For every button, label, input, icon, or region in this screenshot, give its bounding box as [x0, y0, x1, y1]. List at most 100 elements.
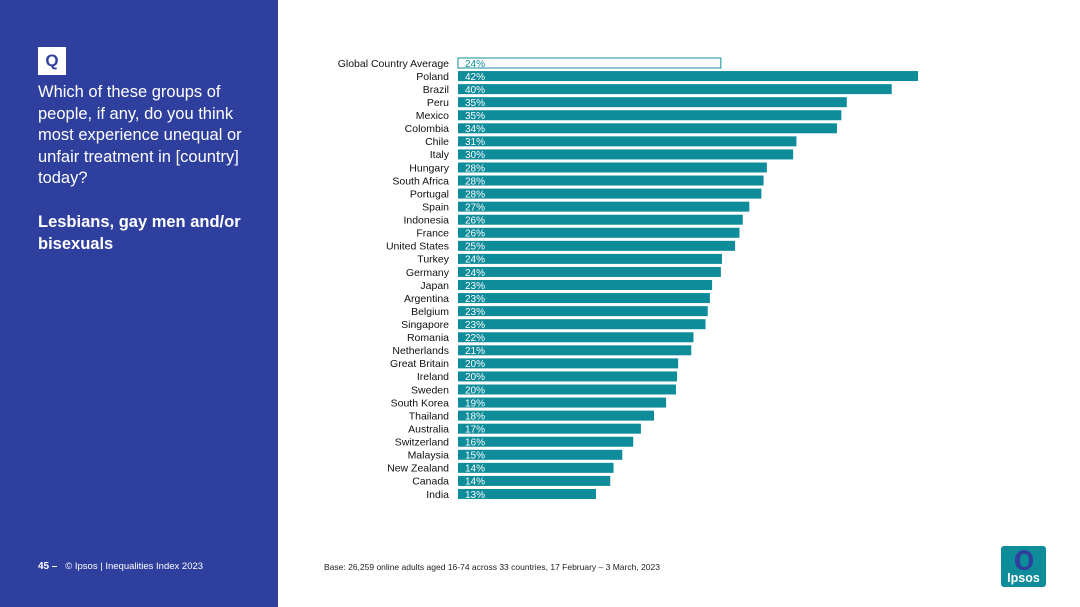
- value-label: 35%: [465, 111, 485, 122]
- value-label: 22%: [465, 333, 485, 344]
- value-label: 34%: [465, 124, 485, 135]
- bar-ireland: [458, 371, 678, 382]
- bar-south-korea: [458, 397, 667, 408]
- value-label: 16%: [465, 438, 485, 449]
- bar-thailand: [458, 410, 655, 421]
- footer-left: 45 – © Ipsos | Inequalities Index 2023: [38, 561, 203, 572]
- bar-france: [458, 227, 740, 238]
- left-panel: Q Which of these groups of people, if an…: [0, 0, 278, 607]
- base-note: Base: 26,259 online adults aged 16-74 ac…: [324, 562, 660, 572]
- category-label: Hungary: [409, 162, 449, 174]
- category-label: Indonesia: [403, 215, 449, 227]
- category-label: Romania: [407, 332, 449, 344]
- value-label: 26%: [465, 216, 485, 227]
- category-label: India: [426, 489, 449, 501]
- value-label: 20%: [465, 385, 485, 396]
- ipsos-logo: Ipsos: [1001, 546, 1046, 587]
- value-label: 20%: [465, 359, 485, 370]
- bar-great-britain: [458, 358, 679, 369]
- category-label: Australia: [408, 423, 449, 435]
- bar-mexico: [458, 110, 842, 121]
- bar-canada: [458, 475, 611, 486]
- value-label: 24%: [465, 268, 485, 279]
- category-label: Singapore: [401, 319, 449, 331]
- bar-sweden: [458, 384, 676, 395]
- bar-argentina: [458, 293, 710, 304]
- value-label: 28%: [465, 163, 485, 174]
- category-label: Japan: [420, 280, 449, 292]
- category-label: Colombia: [405, 123, 450, 135]
- category-label: Germany: [406, 267, 450, 279]
- value-label: 19%: [465, 398, 485, 409]
- category-label: Poland: [416, 71, 449, 83]
- value-label: 23%: [465, 320, 485, 331]
- category-label: Argentina: [404, 293, 449, 305]
- bar-spain: [458, 201, 750, 212]
- bar-poland: [458, 71, 918, 82]
- bar-netherlands: [458, 345, 692, 356]
- footer-copyright: © Ipsos | Inequalities Index 2023: [65, 561, 204, 572]
- bar-italy: [458, 149, 794, 160]
- bar-turkey: [458, 253, 722, 264]
- category-label: Canada: [412, 476, 449, 488]
- bar-colombia: [458, 123, 837, 134]
- value-label: 13%: [465, 490, 485, 501]
- logo-mark-inner-icon: [1020, 554, 1029, 567]
- value-label: 27%: [465, 202, 485, 213]
- bar-romania: [458, 332, 694, 343]
- value-label: 31%: [465, 137, 485, 148]
- value-label: 14%: [465, 477, 485, 488]
- category-label: Italy: [430, 149, 450, 161]
- category-label: Global Country Average: [338, 58, 449, 70]
- value-label: 21%: [465, 346, 485, 357]
- value-label: 23%: [465, 307, 485, 318]
- category-label: Netherlands: [392, 345, 449, 357]
- category-label: Sweden: [411, 384, 449, 396]
- page-number: 45: [38, 561, 50, 572]
- value-label: 18%: [465, 411, 485, 422]
- bar-united-states: [458, 240, 736, 251]
- category-label: Thailand: [409, 410, 449, 422]
- category-label: France: [416, 228, 449, 240]
- category-label: Mexico: [416, 110, 449, 122]
- value-label: 25%: [465, 242, 485, 253]
- bar-malaysia: [458, 449, 623, 460]
- bar-switzerland: [458, 436, 634, 447]
- category-label: Malaysia: [408, 450, 450, 462]
- category-label: South Korea: [391, 397, 450, 409]
- value-label: 17%: [465, 424, 485, 435]
- bar-germany: [458, 266, 721, 277]
- bar-brazil: [458, 84, 892, 95]
- category-label: South Africa: [392, 175, 449, 187]
- value-label: 35%: [465, 98, 485, 109]
- value-label: 24%: [465, 255, 485, 266]
- category-label: Chile: [425, 136, 449, 148]
- bar-hungary: [458, 162, 767, 173]
- bar-india: [458, 488, 596, 499]
- bar-chile: [458, 136, 797, 147]
- bar-portugal: [458, 188, 762, 199]
- value-label: 20%: [465, 372, 485, 383]
- bar-japan: [458, 280, 713, 291]
- category-label: Portugal: [410, 188, 449, 200]
- value-label: 15%: [465, 451, 485, 462]
- value-label: 28%: [465, 189, 485, 200]
- bar-singapore: [458, 319, 706, 330]
- value-label: 42%: [465, 72, 485, 83]
- value-label: 28%: [465, 176, 485, 187]
- value-label: 26%: [465, 229, 485, 240]
- bar-indonesia: [458, 214, 743, 225]
- category-label: Peru: [427, 97, 449, 109]
- value-label: 40%: [465, 85, 485, 96]
- bar-new-zealand: [458, 462, 614, 473]
- value-label: 23%: [465, 281, 485, 292]
- bar-belgium: [458, 306, 708, 317]
- subject-text: Lesbians, gay men and/or bisexuals: [38, 213, 241, 253]
- logo-text: Ipsos: [1007, 571, 1040, 585]
- category-label: Spain: [422, 201, 449, 213]
- value-label: 23%: [465, 294, 485, 305]
- category-label: Turkey: [417, 254, 449, 266]
- category-label: Brazil: [423, 84, 449, 96]
- bar-peru: [458, 97, 847, 108]
